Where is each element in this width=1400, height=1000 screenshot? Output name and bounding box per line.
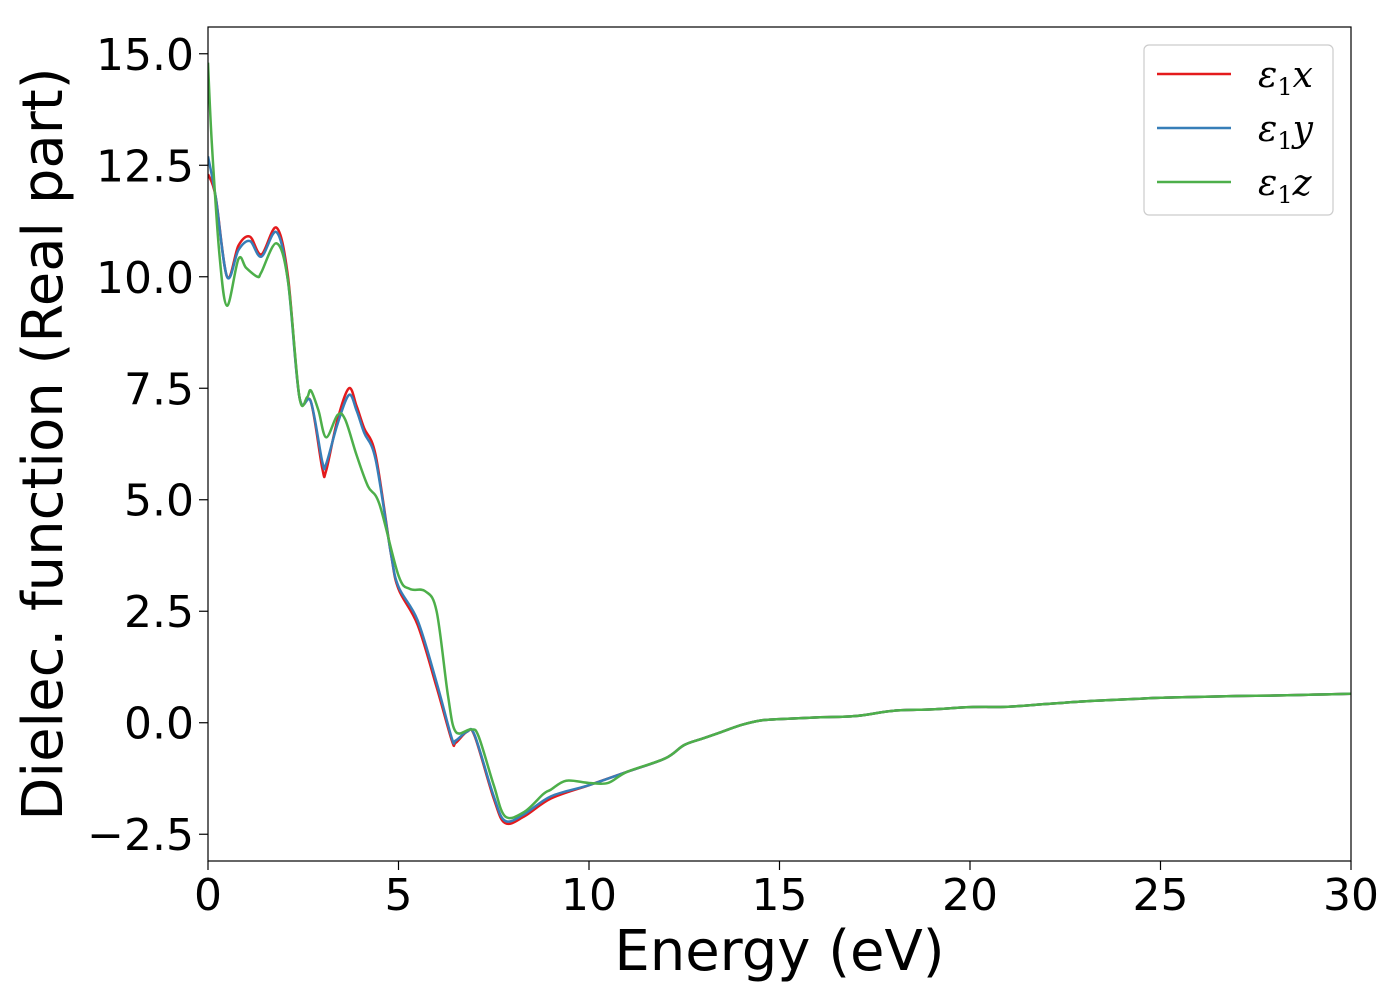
series-line-x — [208, 173, 1351, 826]
y-tick-label: 7.5 — [124, 364, 194, 415]
legend-label-z: ε1z — [1258, 163, 1313, 209]
legend-label-y: ε1y — [1258, 109, 1314, 155]
x-tick-label: 25 — [1133, 870, 1189, 921]
x-tick-label: 0 — [194, 870, 222, 921]
series-layer — [208, 62, 1351, 826]
series-line-y — [208, 156, 1351, 823]
x-tick-label: 30 — [1323, 870, 1379, 921]
legend: ε1x ε1y ε1z — [1143, 44, 1334, 216]
y-tick-label: −2.5 — [87, 810, 194, 861]
y-tick-label: 15.0 — [96, 30, 194, 81]
y-axis: −2.5 0.0 2.5 5.0 7.5 10.0 12.5 15.0 — [87, 30, 208, 861]
y-tick-label: 5.0 — [124, 476, 194, 527]
y-tick-label: 2.5 — [124, 587, 194, 638]
legend-box — [1143, 44, 1334, 216]
y-tick-label: 10.0 — [96, 253, 194, 304]
y-tick-label: 0.0 — [124, 699, 194, 750]
x-tick-label: 5 — [385, 870, 413, 921]
x-tick-label: 15 — [752, 870, 808, 921]
x-axis: 0 5 10 15 20 25 30 — [194, 861, 1379, 921]
x-axis-title: Energy (eV) — [614, 919, 944, 984]
y-tick-label: 12.5 — [96, 141, 194, 192]
x-tick-label: 10 — [561, 870, 617, 921]
y-axis-title: Dielec. function (Real part) — [11, 67, 76, 820]
legend-label-x: ε1x — [1258, 55, 1313, 101]
x-tick-label: 20 — [942, 870, 998, 921]
series-line-z — [208, 62, 1351, 820]
